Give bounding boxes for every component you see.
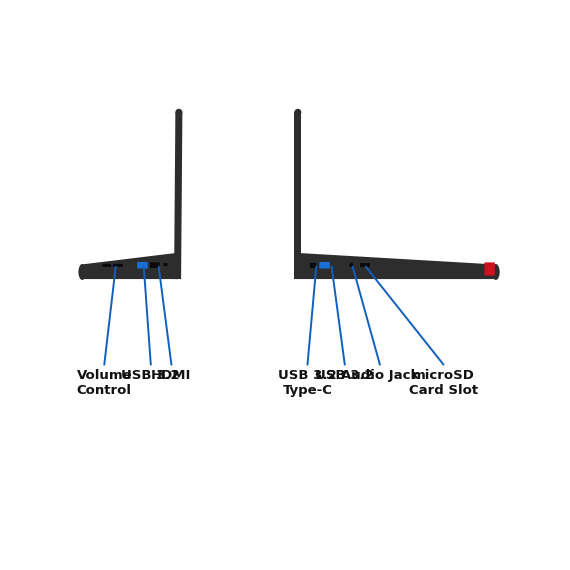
Text: Audio Jack: Audio Jack bbox=[341, 369, 419, 382]
Ellipse shape bbox=[79, 264, 86, 280]
FancyBboxPatch shape bbox=[149, 262, 160, 268]
Polygon shape bbox=[174, 112, 182, 279]
FancyBboxPatch shape bbox=[163, 263, 168, 267]
FancyBboxPatch shape bbox=[360, 263, 370, 268]
Text: USB 3.2: USB 3.2 bbox=[315, 369, 374, 382]
FancyBboxPatch shape bbox=[310, 262, 317, 268]
Text: Volume
Control: Volume Control bbox=[76, 369, 132, 397]
Ellipse shape bbox=[294, 109, 302, 116]
Text: USB 3.2
Type-C: USB 3.2 Type-C bbox=[278, 369, 337, 397]
Polygon shape bbox=[294, 112, 302, 279]
FancyBboxPatch shape bbox=[319, 262, 330, 268]
Polygon shape bbox=[80, 253, 178, 279]
Ellipse shape bbox=[492, 264, 500, 280]
Ellipse shape bbox=[176, 109, 182, 116]
FancyBboxPatch shape bbox=[484, 262, 495, 275]
Text: USB 3.2: USB 3.2 bbox=[121, 369, 180, 382]
Text: microSD
Card Slot: microSD Card Slot bbox=[409, 369, 478, 397]
FancyBboxPatch shape bbox=[113, 263, 123, 267]
FancyBboxPatch shape bbox=[137, 262, 148, 268]
Text: HDMI: HDMI bbox=[151, 369, 192, 382]
FancyBboxPatch shape bbox=[102, 263, 112, 267]
Circle shape bbox=[349, 262, 354, 268]
Polygon shape bbox=[294, 253, 498, 279]
